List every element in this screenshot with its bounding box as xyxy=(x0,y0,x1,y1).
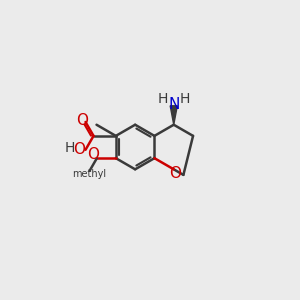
Text: H: H xyxy=(180,92,190,106)
Text: methyl: methyl xyxy=(72,169,106,179)
Text: O: O xyxy=(87,147,99,162)
Text: O: O xyxy=(76,113,88,128)
Polygon shape xyxy=(170,106,177,125)
Text: N: N xyxy=(168,97,179,112)
Text: O: O xyxy=(74,142,86,157)
Text: H: H xyxy=(157,92,168,106)
Text: O: O xyxy=(169,166,181,181)
Text: H: H xyxy=(65,141,75,155)
